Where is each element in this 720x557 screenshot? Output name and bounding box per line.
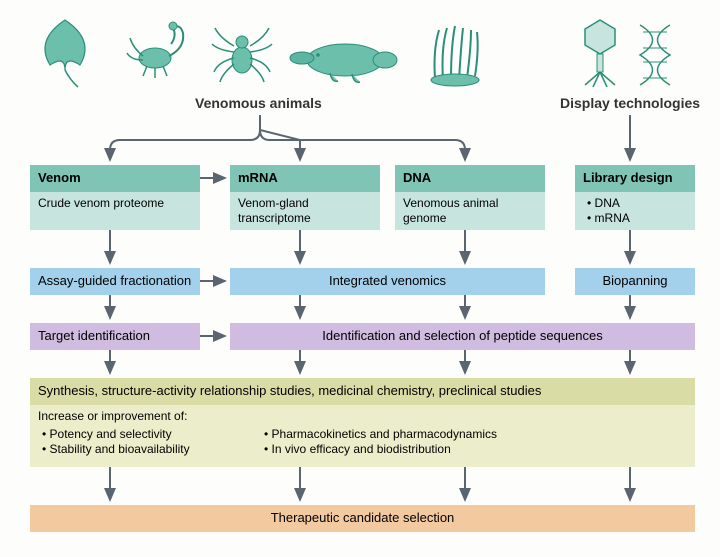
biopanning-box: Biopanning [575, 268, 695, 295]
dna-icon [640, 25, 670, 85]
venom-header: Venom [30, 165, 200, 192]
mrna-header: mRNA [230, 165, 380, 192]
library-bullet-dna: DNA [587, 196, 687, 212]
target-label: Target identification [38, 328, 150, 343]
scorpion-icon [127, 22, 183, 78]
platypus-icon [290, 44, 397, 82]
library-body: DNA mRNA [575, 192, 695, 230]
diagram-canvas: Venomous animals Display technologies [0, 0, 720, 557]
display-technologies-title: Display technologies [560, 95, 700, 111]
anemone-icon [431, 26, 479, 86]
synthesis-header: Synthesis, structure-activity relationsh… [30, 378, 695, 405]
assay-label: Assay-guided fractionation [38, 273, 191, 288]
syn-c1-0: Potency and selectivity [42, 427, 190, 443]
mrna-body: Venom-gland transcriptome [230, 192, 380, 230]
venom-box: Venom Crude venom proteome [30, 165, 200, 230]
library-header: Library design [575, 165, 695, 192]
display-tech-icons [565, 10, 705, 90]
venomous-animals-title: Venomous animals [195, 95, 322, 111]
synthesis-box: Synthesis, structure-activity relationsh… [30, 378, 695, 467]
spider-icon [212, 28, 272, 82]
library-bullet-mrna: mRNA [587, 211, 687, 227]
dna-body: Venomous animal genome [395, 192, 545, 230]
venomous-animals-icons [30, 10, 510, 90]
mrna-box: mRNA Venom-gland transcriptome [230, 165, 380, 230]
assay-box: Assay-guided fractionation [30, 268, 200, 295]
venom-body: Crude venom proteome [30, 192, 200, 230]
ray-icon [45, 20, 85, 87]
library-box: Library design DNA mRNA [575, 165, 695, 230]
synthesis-col2: Pharmacokinetics and pharmacodynamics In… [260, 427, 497, 458]
syn-c2-1: In vivo efficacy and biodistribution [264, 442, 497, 458]
therapeutic-label: Therapeutic candidate selection [271, 510, 455, 525]
syn-c2-0: Pharmacokinetics and pharmacodynamics [264, 427, 497, 443]
idsel-box: Identification and selection of peptide … [230, 323, 695, 350]
dna-box: DNA Venomous animal genome [395, 165, 545, 230]
integrated-label: Integrated venomics [329, 273, 446, 288]
biopanning-label: Biopanning [602, 273, 667, 288]
idsel-label: Identification and selection of peptide … [322, 328, 602, 343]
therapeutic-box: Therapeutic candidate selection [30, 505, 695, 532]
animal-icons-svg [30, 10, 510, 90]
target-box: Target identification [30, 323, 200, 350]
dna-header: DNA [395, 165, 545, 192]
synthesis-body: Increase or improvement of: Potency and … [30, 405, 695, 467]
integrated-box: Integrated venomics [230, 268, 545, 295]
synthesis-subheader: Increase or improvement of: [38, 409, 687, 425]
phage-icon [585, 20, 615, 87]
display-icons-svg [565, 10, 705, 90]
syn-c1-1: Stability and bioavailability [42, 442, 190, 458]
synthesis-col1: Potency and selectivity Stability and bi… [38, 427, 190, 458]
